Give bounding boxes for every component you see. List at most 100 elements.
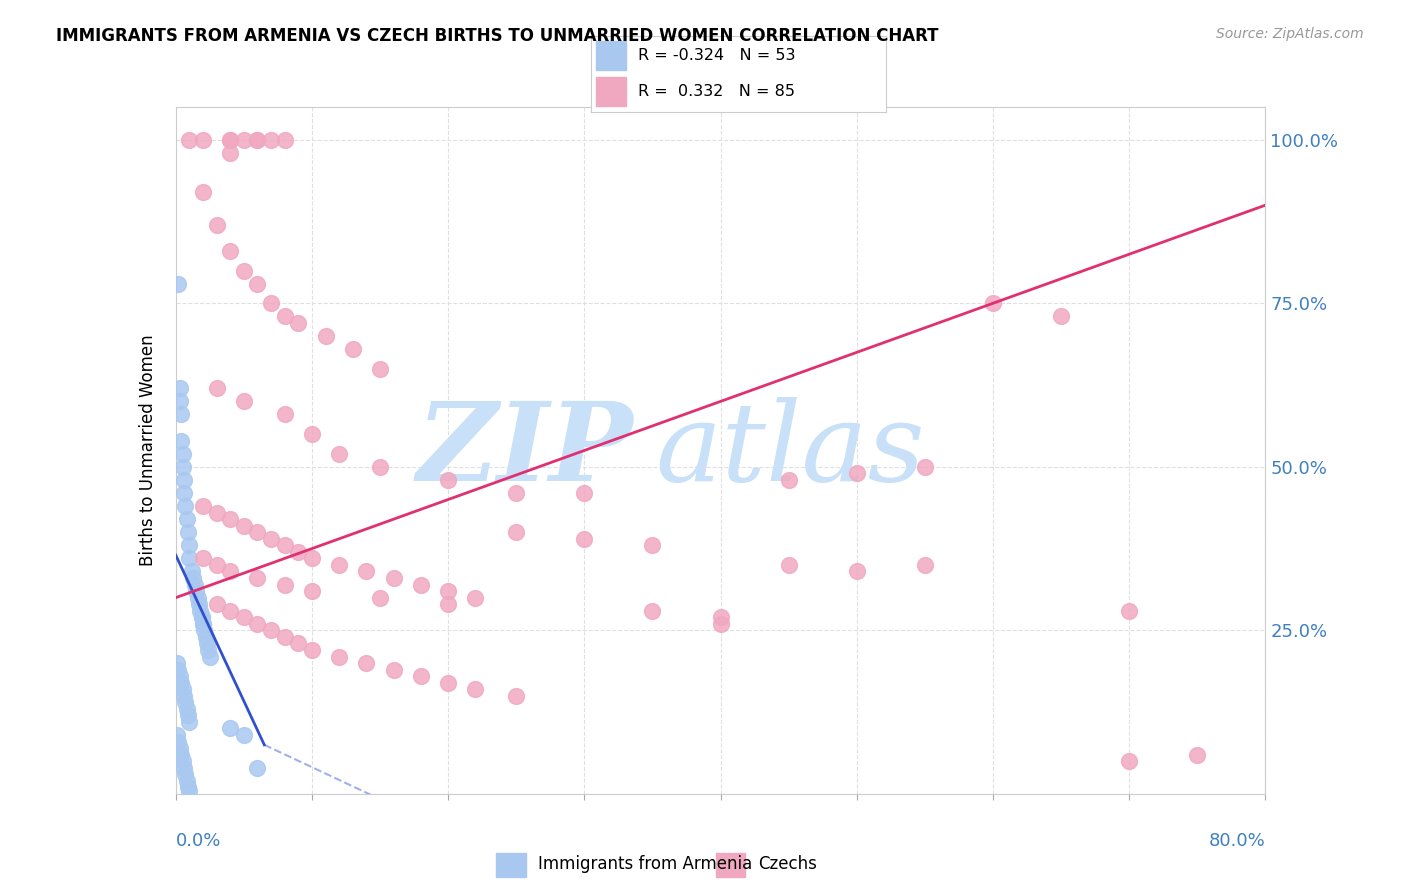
Point xyxy=(260,624,283,638)
Point xyxy=(172,447,194,461)
Point xyxy=(356,565,378,579)
Point xyxy=(505,689,527,703)
Point xyxy=(191,185,214,199)
Point xyxy=(167,734,190,748)
Point xyxy=(232,518,254,533)
Point xyxy=(173,486,195,500)
Point xyxy=(342,342,364,356)
Point xyxy=(246,761,269,775)
Point xyxy=(190,610,212,624)
Point xyxy=(219,244,242,258)
Point xyxy=(260,532,283,546)
Point xyxy=(173,689,195,703)
Point xyxy=(186,591,209,605)
Point xyxy=(219,604,242,618)
Point xyxy=(198,649,221,664)
Point xyxy=(287,636,309,650)
Point xyxy=(778,473,800,487)
Point xyxy=(287,316,309,330)
Point xyxy=(167,663,190,677)
Point xyxy=(190,610,212,624)
Point xyxy=(301,427,323,442)
Point xyxy=(191,133,214,147)
Point xyxy=(205,558,228,572)
Text: ZIP: ZIP xyxy=(416,397,633,504)
Point xyxy=(169,381,191,395)
Point xyxy=(232,133,254,147)
Point xyxy=(287,545,309,559)
Point xyxy=(219,512,242,526)
Point xyxy=(193,624,215,638)
Point xyxy=(409,669,432,683)
Point xyxy=(188,604,211,618)
Point xyxy=(172,754,194,768)
Point xyxy=(173,761,195,775)
Point xyxy=(179,714,201,729)
Point xyxy=(845,565,868,579)
Point xyxy=(315,329,337,343)
Point xyxy=(368,591,391,605)
Point xyxy=(174,695,197,709)
Point xyxy=(710,610,733,624)
Point xyxy=(246,133,269,147)
Point xyxy=(191,616,214,631)
Text: 80.0%: 80.0% xyxy=(1209,831,1265,850)
FancyBboxPatch shape xyxy=(596,78,626,106)
Point xyxy=(574,486,596,500)
Point xyxy=(181,565,204,579)
Point xyxy=(170,675,193,690)
Point xyxy=(356,656,378,670)
Point xyxy=(1187,747,1209,762)
Point xyxy=(274,408,297,422)
Point xyxy=(274,538,297,552)
Point xyxy=(845,467,868,481)
Text: Source: ZipAtlas.com: Source: ZipAtlas.com xyxy=(1216,27,1364,41)
FancyBboxPatch shape xyxy=(496,853,526,878)
Point xyxy=(166,656,188,670)
Point xyxy=(176,702,198,716)
Point xyxy=(274,630,297,644)
Point xyxy=(205,381,228,395)
Point xyxy=(166,728,188,742)
Point xyxy=(186,584,208,599)
Point xyxy=(246,133,269,147)
Point xyxy=(382,663,405,677)
Point xyxy=(368,459,391,474)
Point xyxy=(246,525,269,540)
Text: R = -0.324   N = 53: R = -0.324 N = 53 xyxy=(638,48,796,63)
Point xyxy=(167,277,190,291)
Point xyxy=(170,408,193,422)
Y-axis label: Births to Unmarried Women: Births to Unmarried Women xyxy=(139,334,157,566)
Point xyxy=(274,310,297,324)
Point xyxy=(778,558,800,572)
Text: Immigrants from Armenia: Immigrants from Armenia xyxy=(538,855,752,873)
Point xyxy=(301,584,323,599)
Point xyxy=(328,558,350,572)
Point xyxy=(232,263,254,277)
Point xyxy=(368,361,391,376)
Point xyxy=(170,434,193,448)
Point xyxy=(328,447,350,461)
Point xyxy=(219,133,242,147)
Point xyxy=(505,486,527,500)
Point xyxy=(914,558,936,572)
Point xyxy=(172,682,194,697)
Point xyxy=(1118,604,1140,618)
Point xyxy=(328,649,350,664)
Point xyxy=(179,783,201,797)
Point xyxy=(174,499,197,513)
Point xyxy=(205,597,228,611)
Point xyxy=(232,610,254,624)
Point xyxy=(219,145,242,160)
Text: Czechs: Czechs xyxy=(758,855,817,873)
Point xyxy=(191,499,214,513)
Point xyxy=(183,571,205,585)
Point xyxy=(232,394,254,409)
Point xyxy=(177,525,200,540)
Point xyxy=(710,616,733,631)
Point xyxy=(437,597,460,611)
Point xyxy=(194,630,217,644)
Point xyxy=(173,473,195,487)
Point xyxy=(641,604,664,618)
Point xyxy=(437,473,460,487)
